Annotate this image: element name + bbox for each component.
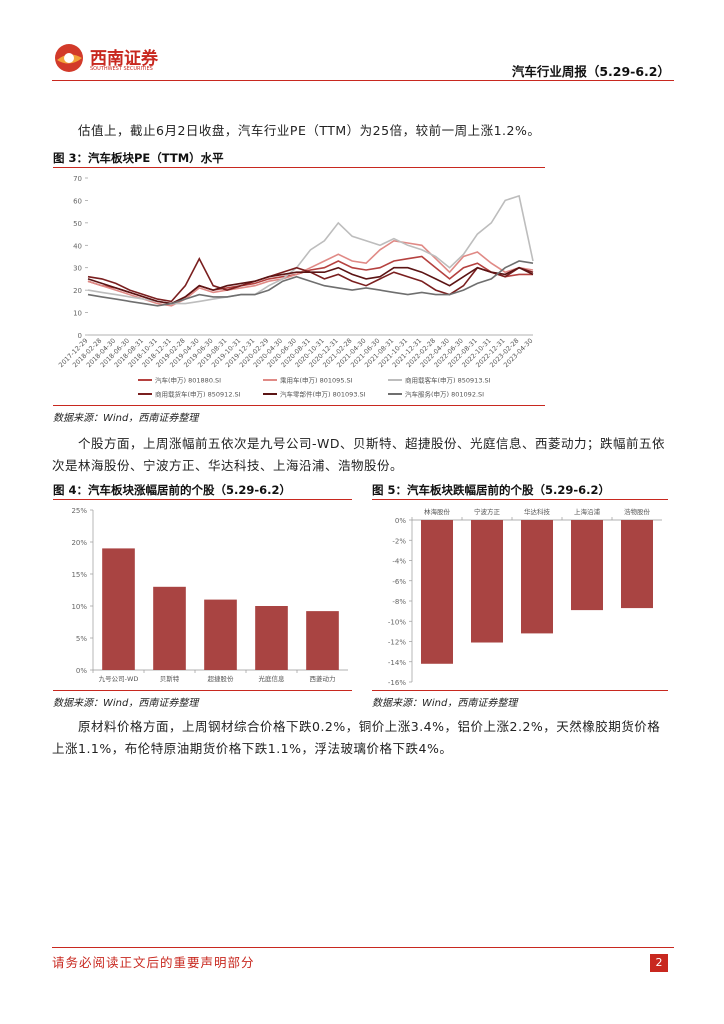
figure-rule — [372, 499, 668, 500]
y-tick-label: -16% — [388, 679, 406, 687]
legend-label: 汽车零部件(申万) 801093.SI — [280, 390, 366, 399]
y-tick-label: 5% — [76, 635, 87, 643]
bar — [471, 520, 503, 643]
series-line — [87, 194, 534, 305]
x-tick-label: 光庭信息 — [259, 674, 286, 683]
series-line — [87, 260, 534, 307]
paragraph: 原材料价格方面，上周钢材综合价格下跌0.2%，铜价上涨3.4%，铝价上涨2.2%… — [52, 719, 661, 756]
y-tick-label: 10% — [71, 603, 87, 611]
y-tick-label: 20 — [73, 287, 82, 295]
y-tick-label: 50 — [73, 220, 82, 228]
y-tick-label: -4% — [392, 558, 406, 566]
x-tick-label: 宁波方正 — [474, 507, 501, 516]
logo-text: 西南证券 — [90, 49, 158, 69]
y-tick-label: -12% — [388, 639, 406, 647]
bar — [521, 520, 553, 634]
y-tick-label: 30 — [73, 265, 82, 273]
legend-label: 汽车服务(申万) 801092.SI — [405, 390, 484, 399]
source: 数据来源：Wind，西南证券整理 — [53, 413, 199, 424]
figure-rule — [53, 499, 352, 500]
bar — [421, 520, 453, 664]
chart: 0% -2% -4% -6% -8% -10% -12% -14% -16% 林海股份 宁波方正 华达… — [388, 507, 662, 687]
figure-rule — [372, 690, 668, 691]
bar — [153, 586, 186, 670]
y-tick-label: 10 — [73, 310, 82, 318]
legend-label: 乘用车(申万) 801095.SI — [280, 376, 353, 385]
y-tick-label: 70 — [73, 175, 82, 183]
bar — [255, 606, 288, 670]
paragraph: 估值上，截止6月2日收盘，汽车行业PE（TTM）为25倍，较前一周上涨1.2%。 — [78, 123, 541, 138]
y-tick-label: 25% — [71, 507, 87, 515]
bar — [571, 520, 603, 611]
y-tick-label: 15% — [71, 571, 87, 579]
y-tick-label: 20% — [71, 539, 87, 547]
bar — [204, 599, 237, 670]
y-tick-label: -2% — [392, 537, 406, 545]
report-title: 汽车行业周报（5.29-6.2） — [511, 64, 670, 79]
figure-title: 图 5：汽车板块跌幅居前的个股（5.29-6.2） — [372, 483, 611, 497]
source: 数据来源：Wind，西南证券整理 — [53, 698, 199, 709]
x-tick-label: 西菱动力 — [310, 674, 336, 683]
legend-label: 汽车(申万) 801880.SI — [155, 376, 221, 385]
series-line — [87, 266, 534, 305]
x-tick-label: 华达科技 — [524, 507, 551, 516]
source: 数据来源：Wind，西南证券整理 — [372, 698, 518, 709]
logo-icon — [55, 44, 83, 72]
y-tick-label: 0% — [395, 517, 406, 525]
x-tick-label: 上海沿浦 — [574, 507, 601, 516]
x-tick-label: 浩物股份 — [624, 507, 651, 516]
figure-title: 图 4：汽车板块涨幅居前的个股（5.29-6.2） — [53, 483, 292, 497]
logo-subtext: SOUTHWEST SECURITIES — [90, 66, 153, 72]
paragraph: 个股方面，上周涨幅前五依次是九号公司-WD、贝斯特、超捷股份、光庭信息、西菱动力… — [52, 436, 665, 473]
legend-label: 商用载货车(申万) 850912.SI — [155, 390, 241, 399]
x-tick-label: 超捷股份 — [208, 674, 235, 683]
y-tick-label: 0 — [78, 332, 82, 340]
x-tick-label: 林海股份 — [424, 507, 451, 516]
y-tick-label: -6% — [392, 578, 406, 586]
y-tick-label: 0% — [76, 667, 87, 675]
x-tick-label: 九号公司-WD — [99, 674, 139, 683]
y-tick-label: 60 — [73, 197, 82, 205]
figure-rule — [53, 405, 545, 406]
y-tick-label: -8% — [392, 598, 406, 606]
y-tick-label: 40 — [73, 242, 82, 250]
y-tick-label: -10% — [388, 618, 406, 626]
figure-rule — [53, 690, 352, 691]
header-rule — [52, 80, 674, 81]
x-tick-label: 贝斯特 — [160, 674, 180, 683]
bar — [102, 548, 135, 670]
legend-label: 商用载客车(申万) 850913.SI — [405, 376, 491, 385]
figure-title: 图 3：汽车板块PE（TTM）水平 — [53, 151, 224, 165]
bar — [621, 520, 653, 609]
chart: 0% 5% 10% 15% 20% 25% 九号公司-WD 贝斯特 超捷股份 光庭信息 西菱动力 — [71, 507, 348, 683]
figure-rule — [53, 167, 545, 168]
chart: 0102030405060702017-12-292018-02-282018-… — [57, 175, 534, 399]
series-line — [87, 256, 534, 303]
series-line — [87, 255, 533, 305]
disclaimer: 请务必阅读正文后的重要声明部分 — [52, 955, 255, 970]
bar — [306, 611, 339, 670]
footer-rule — [52, 947, 674, 948]
page-number: 2 — [650, 954, 668, 972]
y-tick-label: -14% — [388, 659, 406, 667]
